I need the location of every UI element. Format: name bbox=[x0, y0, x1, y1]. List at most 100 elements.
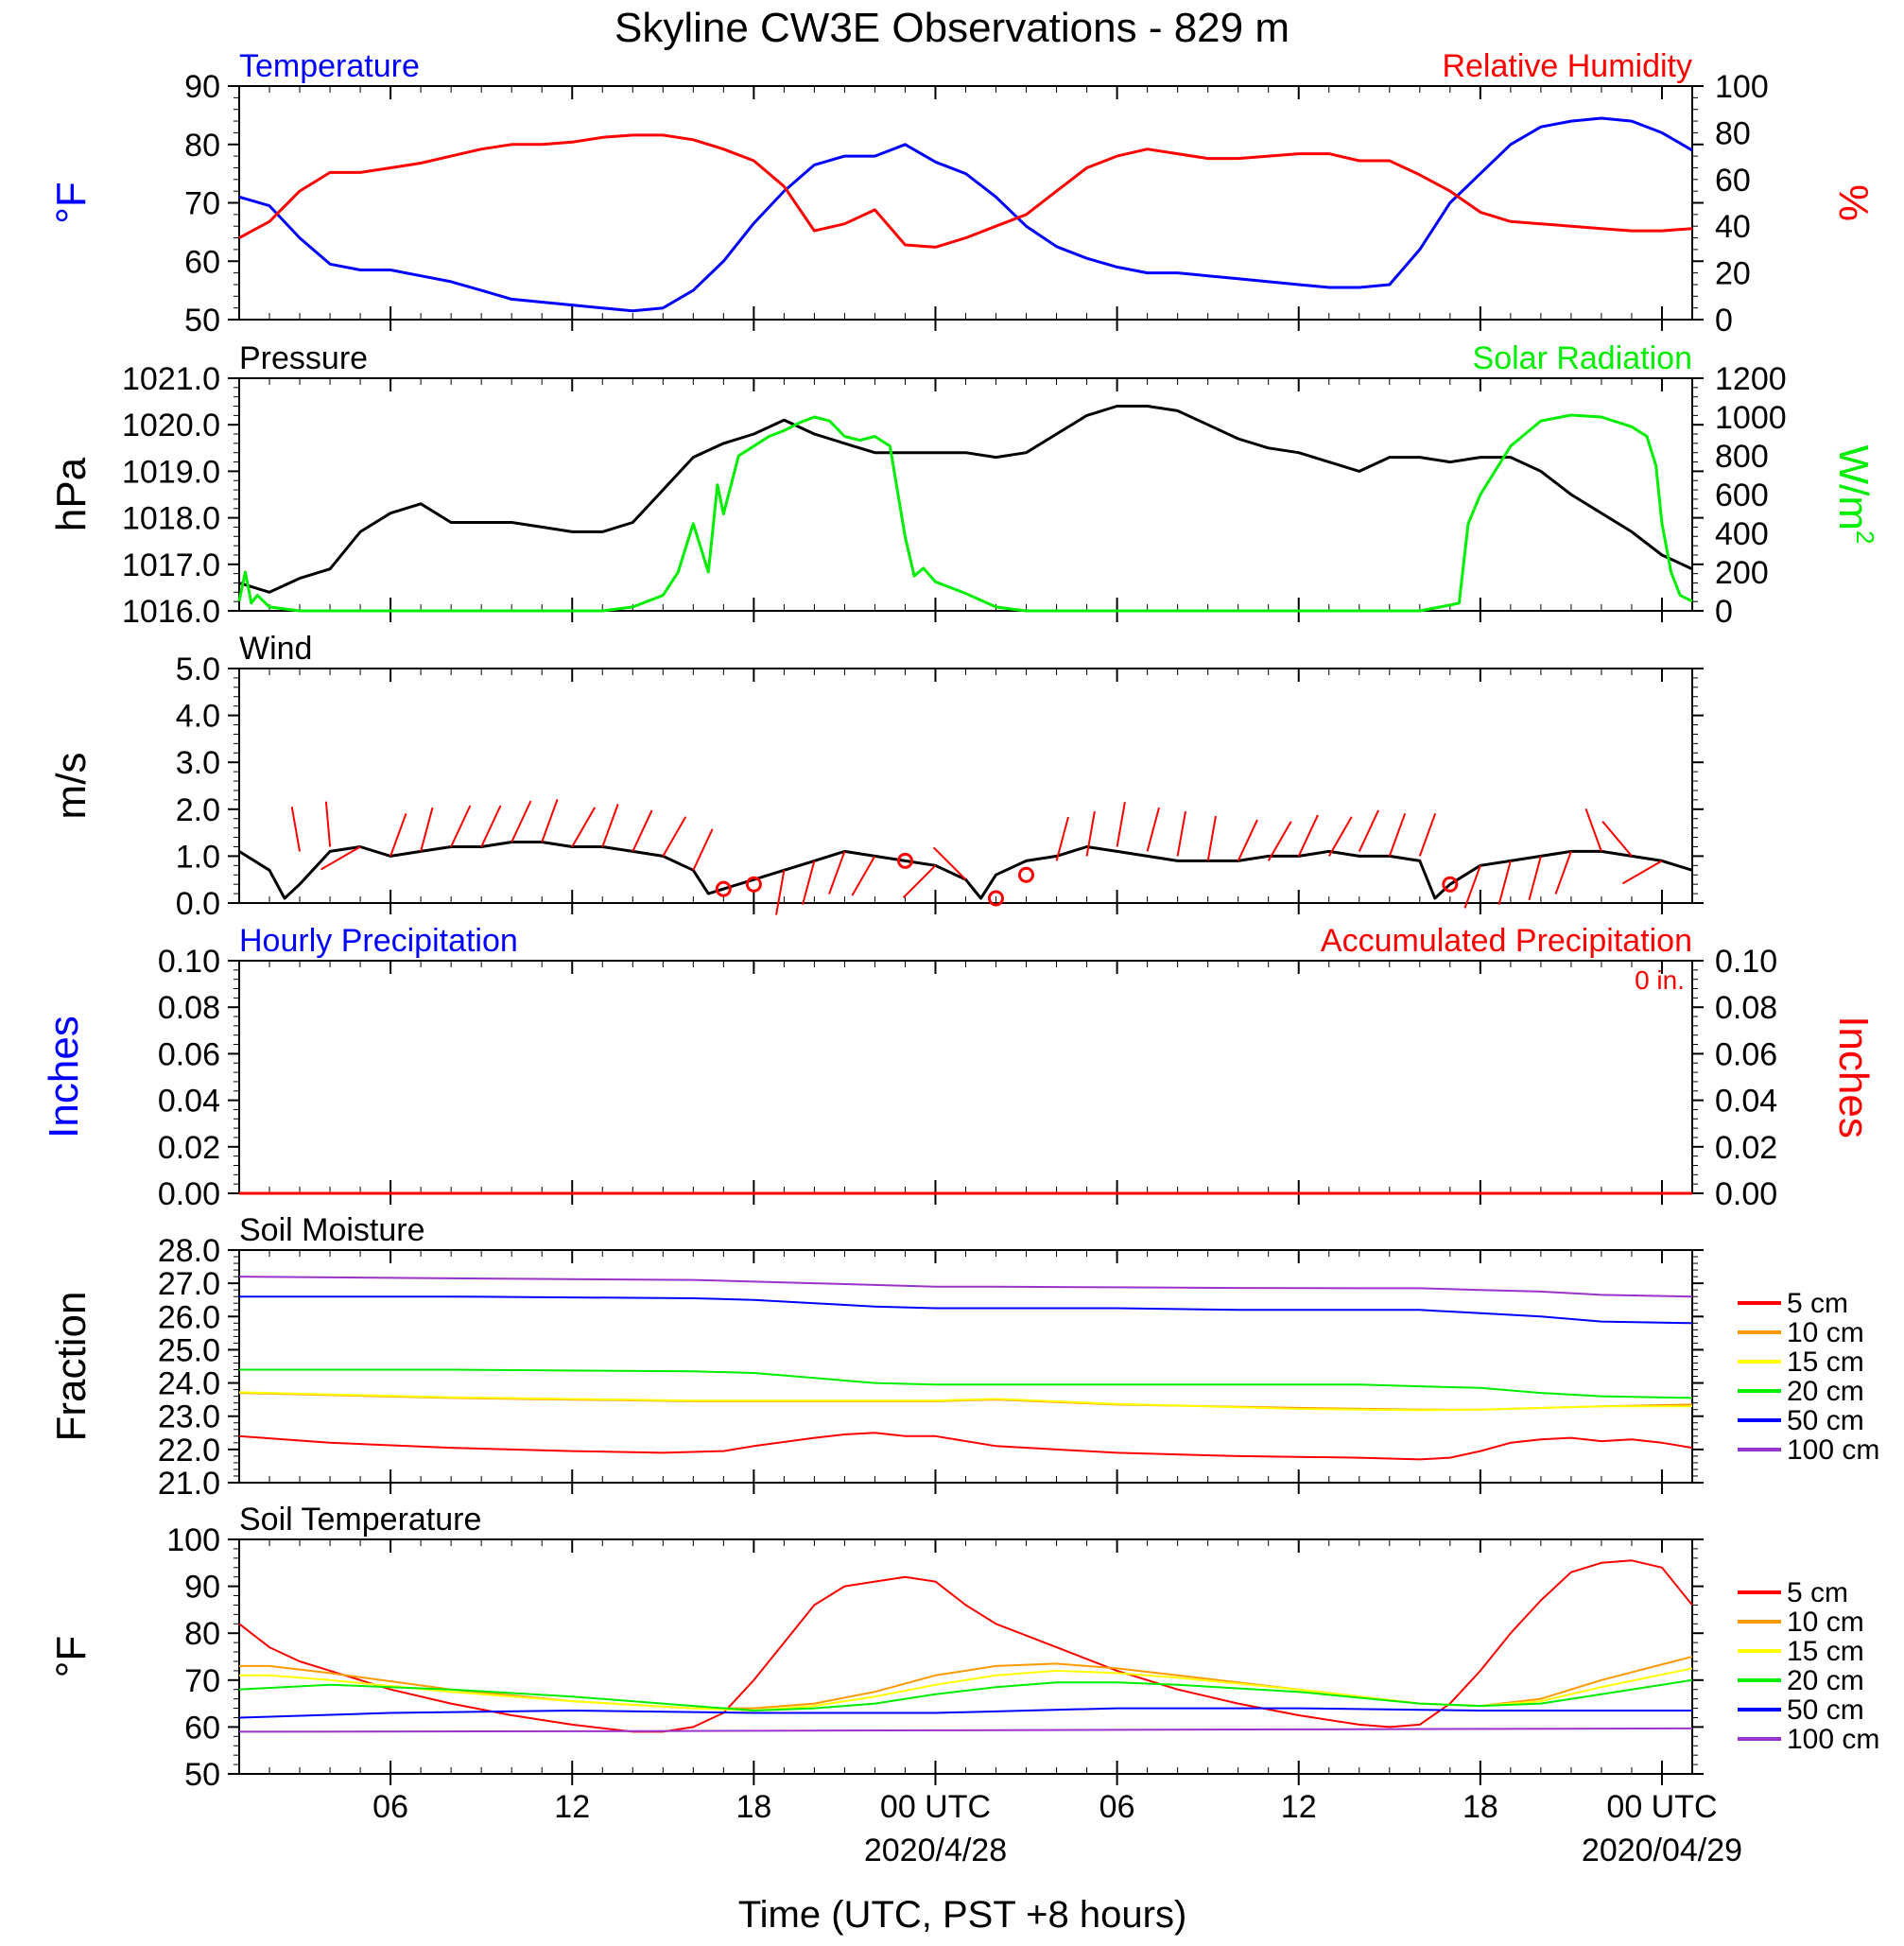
y-tick-label-left: 26.0 bbox=[158, 1299, 220, 1335]
panel-title-right: Relative Humidity bbox=[1442, 48, 1692, 84]
x-tick-label: 06 bbox=[1099, 1789, 1135, 1825]
wind-barb bbox=[1176, 810, 1186, 857]
series-line-10-cm bbox=[238, 1392, 1693, 1411]
wind-barb bbox=[1358, 809, 1380, 852]
x-tick-label: 00 UTC bbox=[1606, 1789, 1717, 1825]
y-axis-label-right-sup: 2 bbox=[1851, 530, 1879, 544]
y-tick-label-left: 0.04 bbox=[158, 1084, 220, 1120]
y-tick-label-left: 0.02 bbox=[158, 1130, 220, 1166]
series-line-temperature bbox=[238, 116, 1693, 313]
wind-barb bbox=[1267, 821, 1292, 861]
wind-barb bbox=[1146, 807, 1160, 852]
y-tick-label-left: 1019.0 bbox=[122, 454, 220, 490]
y-tick-label-right: 0.00 bbox=[1715, 1176, 1777, 1212]
y-tick-label-left: 3.0 bbox=[176, 745, 220, 781]
y-tick-label-right: 0 bbox=[1715, 594, 1733, 630]
series-line-5-cm bbox=[238, 1432, 1693, 1461]
y-tick-label-left: 25.0 bbox=[158, 1332, 220, 1368]
series-line-100-cm bbox=[238, 1727, 1693, 1733]
y-tick-label-left: 60 bbox=[184, 1710, 220, 1746]
plot-frame bbox=[238, 1538, 1693, 1775]
y-tick-label-right: 600 bbox=[1715, 478, 1769, 513]
wind-barb bbox=[692, 828, 714, 871]
legend-label: 100 cm bbox=[1787, 1434, 1879, 1466]
wind-barb bbox=[1055, 816, 1069, 861]
wind-barb bbox=[1297, 814, 1319, 857]
wind-barb bbox=[571, 807, 597, 847]
series-line-15-cm bbox=[238, 1391, 1692, 1412]
wind-barb bbox=[450, 805, 472, 847]
y-axis-label-right-base: W/m bbox=[1830, 445, 1877, 530]
legend-label: 10 cm bbox=[1787, 1317, 1864, 1348]
time-axis: 06 12 18 00 UTC 06 12 18 00 UTC 2020/4/28 2020/04… bbox=[372, 1789, 1742, 1868]
wind-barb bbox=[1327, 816, 1353, 857]
y-axis-label-right: Inches bbox=[1830, 1016, 1877, 1138]
wind-barb bbox=[511, 800, 532, 843]
series-line-50-cm bbox=[238, 1707, 1692, 1719]
panel-title-right: Solar Radiation bbox=[1473, 340, 1692, 376]
panel-pressure-solar: 1016.0 1017.0 1018.0 1019.0 1020.0 1021.0 0200… bbox=[48, 340, 1879, 630]
y-axis-label-right: W/m2W/m² bbox=[1830, 445, 1879, 545]
y-tick-label-left: 100 bbox=[166, 1522, 220, 1558]
y-tick-label-right: 80 bbox=[1715, 115, 1751, 151]
y-tick-label-left: 4.0 bbox=[176, 699, 220, 735]
y-tick-label-left: 27.0 bbox=[158, 1266, 220, 1302]
panel-title-left: Soil Temperature bbox=[239, 1502, 481, 1538]
y-tick-label-left: 1017.0 bbox=[122, 547, 220, 583]
x-tick-label: 18 bbox=[736, 1789, 771, 1825]
wind-barb bbox=[1554, 851, 1572, 895]
x-tick-label: 18 bbox=[1463, 1789, 1498, 1825]
wind-barb bbox=[320, 845, 361, 871]
y-tick-label-left: 1020.0 bbox=[122, 408, 220, 443]
panel-title-left: Temperature bbox=[239, 48, 420, 84]
wind-barb-calm bbox=[897, 852, 913, 869]
wind-barb bbox=[1528, 856, 1542, 901]
x-tick-label: 06 bbox=[372, 1789, 408, 1825]
y-axis-label-left: Fraction bbox=[48, 1292, 95, 1442]
y-tick-label-left: 2.0 bbox=[176, 792, 220, 828]
x-tick-label: 12 bbox=[1281, 1789, 1317, 1825]
panel-title-left: Pressure bbox=[239, 340, 368, 376]
wind-barb bbox=[480, 805, 502, 847]
x-tick-label: 12 bbox=[554, 1789, 590, 1825]
wind-barb bbox=[420, 807, 434, 852]
wind-barb bbox=[632, 809, 653, 852]
wind-barb bbox=[1085, 810, 1096, 857]
y-tick-label-left: 50 bbox=[184, 1757, 220, 1793]
panel-precip: 0.00 0.02 0.04 0.06 0.08 0.10 0.00 0.02 0.04 0.06… bbox=[41, 923, 1877, 1212]
wind-barb bbox=[389, 812, 407, 857]
y-tick-label-left: 50 bbox=[184, 303, 220, 339]
y-tick-label-left: 80 bbox=[184, 1616, 220, 1652]
y-axis-label-left: °F bbox=[48, 182, 95, 223]
wind-barb bbox=[1601, 820, 1633, 858]
y-tick-label-left: 70 bbox=[184, 186, 220, 222]
panel-soil-moisture: 21.022.023.024.025.026.027.028.0 Soil Moi… bbox=[48, 1212, 1879, 1502]
y-tick-label-left: 23.0 bbox=[158, 1399, 220, 1435]
y-tick-label-left: 90 bbox=[184, 1570, 220, 1606]
y-tick-label-left: 0.00 bbox=[158, 1176, 220, 1212]
y-axis-label-left: °F bbox=[48, 1636, 95, 1677]
y-tick-label-left: 1018.0 bbox=[122, 501, 220, 537]
y-axis-label-right: % bbox=[1830, 184, 1877, 221]
wind-barb bbox=[541, 799, 559, 843]
wind-barb bbox=[1463, 864, 1481, 909]
series-line-10-cm bbox=[239, 1656, 1693, 1710]
y-tick-label-left: 1016.0 bbox=[122, 594, 220, 630]
accumulated-precip-total: 0 in. bbox=[1635, 965, 1685, 995]
y-tick-label-right: 200 bbox=[1715, 555, 1769, 591]
legend-label: 20 cm bbox=[1787, 1665, 1864, 1696]
y-axis-label-left: Inches bbox=[41, 1016, 87, 1138]
wind-barb bbox=[601, 804, 619, 847]
wind-barb bbox=[290, 807, 301, 852]
y-tick-label-right: 0.06 bbox=[1715, 1036, 1777, 1072]
panel-title-right: Accumulated Precipitation bbox=[1321, 923, 1692, 959]
legend-label: 50 cm bbox=[1787, 1405, 1864, 1436]
y-tick-label-right: 0.02 bbox=[1715, 1130, 1777, 1166]
wind-barb bbox=[324, 801, 332, 847]
y-tick-label-right: 60 bbox=[1715, 163, 1751, 199]
legend-label: 10 cm bbox=[1787, 1607, 1864, 1638]
wind-barb-calm bbox=[988, 890, 1004, 907]
y-tick-label-left: 0.10 bbox=[158, 944, 220, 980]
